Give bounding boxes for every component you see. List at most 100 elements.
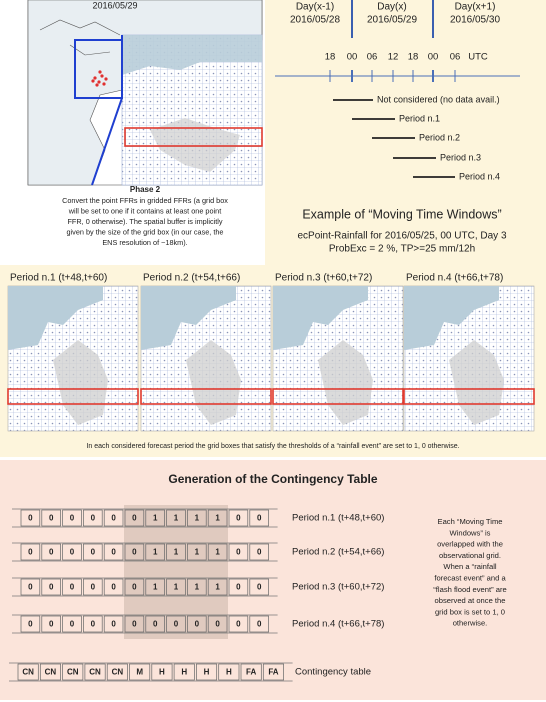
cell-value: CN (67, 668, 79, 677)
description-line: FFR, 0 otherwise). The spatial buffer is… (67, 217, 222, 226)
cell (145, 509, 165, 527)
cell (228, 578, 249, 596)
cell-value: 0 (28, 548, 33, 557)
cell (151, 663, 173, 681)
window-sea (8, 286, 103, 350)
cell-value: 1 (153, 583, 158, 592)
timeline-title: Example of “Moving Time Windows” (302, 207, 501, 221)
cell (249, 578, 269, 596)
day-label: Day(x) (377, 2, 406, 13)
cell-value: 0 (70, 548, 75, 557)
row-label: Period n.2 (t+54,t+66) (292, 547, 384, 558)
row-label: Period n.1 (t+48,t+60) (292, 513, 384, 524)
cell-value: 0 (28, 514, 33, 523)
cell-value: 0 (70, 514, 75, 523)
cell (249, 543, 269, 561)
cell (41, 615, 61, 633)
cell (249, 509, 269, 527)
cell-value: 0 (236, 548, 241, 557)
cell-value: 0 (174, 620, 179, 629)
description-line: given by the size of the grid box (in ou… (67, 227, 224, 236)
cell-value: 0 (236, 620, 241, 629)
cell-value: 0 (132, 548, 137, 557)
cell (103, 543, 124, 561)
cell (62, 615, 82, 633)
sea-grid (122, 35, 262, 75)
day-date: 2016/05/29 (367, 15, 417, 26)
cell (228, 509, 249, 527)
hour-label: 06 (450, 52, 461, 63)
cell-value: CN (89, 668, 101, 677)
cell-value: M (136, 668, 143, 677)
cell (218, 663, 240, 681)
cell-value: CN (45, 668, 57, 677)
note-line: otherwise. (453, 619, 488, 628)
cell (124, 509, 145, 527)
cell-value: FA (246, 668, 256, 677)
window-sea (141, 286, 236, 350)
cell-value: H (181, 668, 187, 677)
hour-label: 18 (408, 52, 419, 63)
contingency-bg (0, 460, 546, 700)
cell (20, 543, 41, 561)
cell (103, 615, 124, 633)
description-line: will be set to one if it contains at lea… (68, 206, 222, 215)
cell-value: 0 (91, 548, 96, 557)
cell-value: 1 (174, 548, 179, 557)
hour-label: 00 (347, 52, 358, 63)
cell (17, 663, 39, 681)
cell (145, 578, 165, 596)
cell-value: 0 (153, 620, 158, 629)
cell (187, 615, 207, 633)
map-date: 2016/05/29 (92, 0, 137, 10)
cell-value: 0 (49, 583, 54, 592)
cell-value: 0 (195, 620, 200, 629)
timeline-subtitle: ProbExc = 2 %, TP>=25 mm/12h (329, 244, 475, 255)
cell (196, 663, 218, 681)
contingency-title: Generation of the Contingency Table (168, 472, 377, 486)
cell-value: CN (22, 668, 34, 677)
cell-value: 0 (28, 620, 33, 629)
period-label: Period n.2 (419, 132, 460, 142)
cell (83, 578, 103, 596)
ffr-point (97, 80, 101, 84)
day-label: Day(x+1) (455, 2, 496, 13)
row-label: Period n.3 (t+60,t+72) (292, 582, 384, 593)
cell (20, 578, 41, 596)
content: 2016/05/29 Phase 2 Convert the point FFRs … (7, 0, 535, 682)
cell-value: H (159, 668, 165, 677)
cell-value: 1 (195, 583, 200, 592)
hour-label: 12 (388, 52, 399, 63)
cell (187, 578, 207, 596)
cell-value: 0 (132, 583, 137, 592)
ffr-point (95, 83, 99, 87)
cell-value: 1 (174, 583, 179, 592)
cell-value: 1 (215, 548, 220, 557)
day-label: Day(x-1) (296, 2, 334, 13)
cell (62, 663, 84, 681)
window-title: Period n.2 (t+54,t+66) (143, 273, 240, 284)
cell-value: 0 (257, 548, 262, 557)
cell-value: H (204, 668, 210, 677)
cell (166, 509, 186, 527)
cell (166, 615, 186, 633)
cell-value: FA (268, 668, 278, 677)
cell-value: 1 (153, 514, 158, 523)
window-sea (273, 286, 368, 350)
cell (62, 543, 82, 561)
cell (207, 615, 228, 633)
cell-value: 0 (257, 514, 262, 523)
window-sea (404, 286, 499, 350)
cell-value: 1 (215, 583, 220, 592)
cell (173, 663, 195, 681)
window-title: Period n.4 (t+66,t+78) (406, 273, 503, 284)
cell (83, 543, 103, 561)
row-label: Period n.4 (t+66,t+78) (292, 619, 384, 630)
cell-value: 0 (111, 548, 116, 557)
rain-area (150, 118, 240, 172)
cell-value: 1 (153, 548, 158, 557)
cell (41, 543, 61, 561)
cell-value: 1 (215, 514, 220, 523)
cell-value: 0 (111, 514, 116, 523)
note-line: When a “rainfall (443, 562, 496, 571)
